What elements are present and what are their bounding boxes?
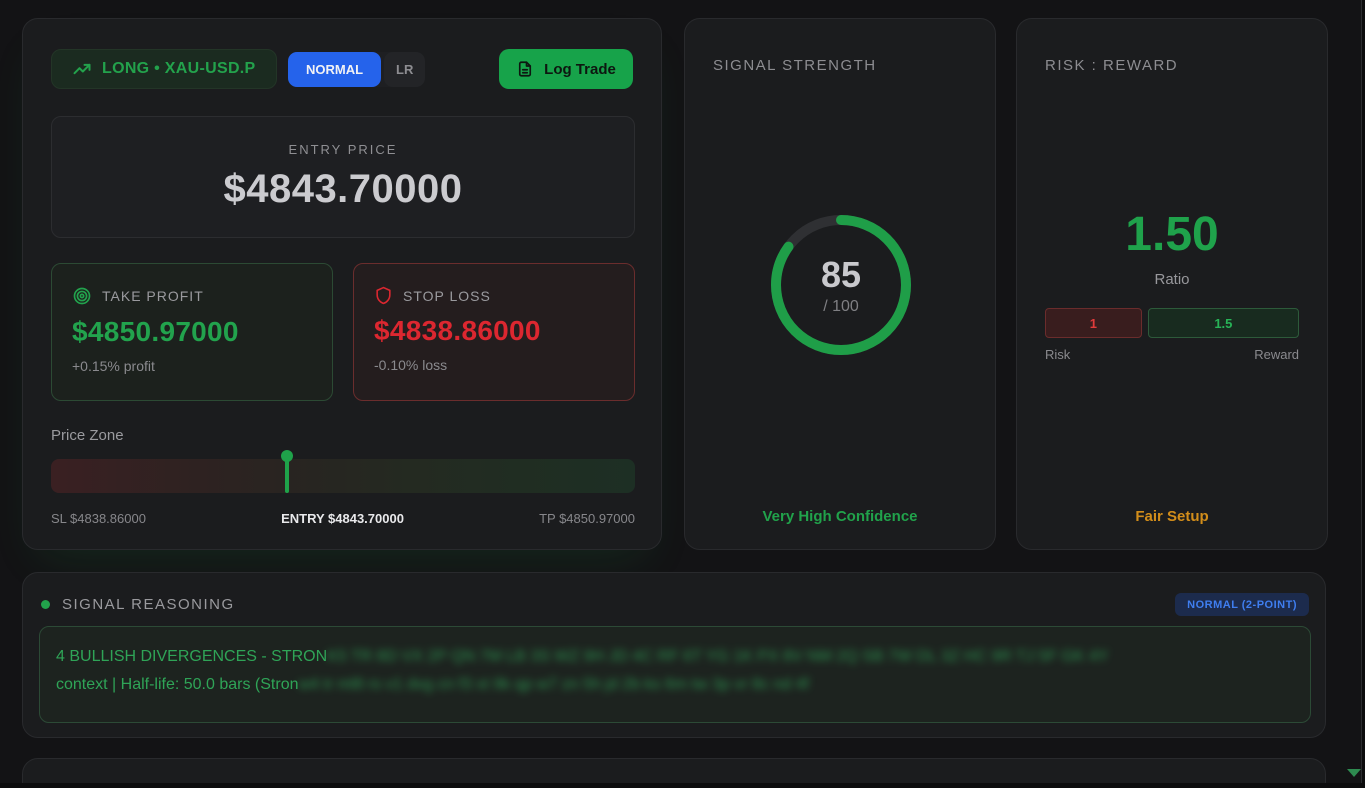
reward-bar: 1.5 [1147, 308, 1299, 338]
stop-loss-card: STOP LOSS $4838.86000 -0.10% loss [353, 263, 635, 401]
price-zone-labels: SL $4838.86000 ENTRY $4843.70000 TP $485… [51, 511, 635, 526]
signal-strength-title: SIGNAL STRENGTH [713, 57, 877, 74]
status-dot-icon [41, 600, 50, 609]
reasoning-line-2-redacted: w4 tr ml8 rs v1 dvg cn f3 xt 9k qp w7 zn… [298, 676, 809, 693]
risk-reward-title: RISK : REWARD [1045, 57, 1179, 74]
entry-price-label: ENTRY PRICE [288, 142, 398, 157]
entry-price-value: $4843.70000 [223, 167, 463, 211]
take-profit-percent: +0.15% profit [72, 358, 155, 374]
target-icon [72, 286, 92, 306]
bottom-edge-divider [0, 783, 1365, 788]
gauge-max: / 100 [823, 298, 859, 315]
gauge-arc [771, 215, 911, 355]
scroll-down-indicator[interactable] [1347, 769, 1361, 777]
confidence-label: Very High Confidence [762, 508, 918, 525]
reasoning-mode-badge: NORMAL (2-POINT) [1175, 593, 1309, 616]
direction-badge-label: LONG • XAU-USD.P [102, 60, 256, 77]
reasoning-line-1-redacted: K5 TR 8D VX 2P QN 7M LB 3S WZ 9H JD 4C R… [327, 648, 1109, 665]
risk-reward-ratio: 1.50 [1125, 208, 1219, 261]
stop-loss-percent: -0.10% loss [374, 357, 448, 373]
take-profit-label: TAKE PROFIT [102, 288, 204, 304]
signal-reasoning-title: SIGNAL REASONING [62, 596, 235, 613]
risk-reward-card: RISK : REWARD 1.50 Ratio 1 1.5 Risk Rewa… [1016, 18, 1328, 550]
signal-strength-card: SIGNAL STRENGTH 85 / 100 Very High Confi… [684, 18, 996, 550]
log-trade-button[interactable]: Log Trade [499, 49, 633, 89]
ratio-label: Ratio [1154, 271, 1190, 288]
take-profit-value: $4850.97000 [72, 316, 239, 347]
direction-badge: LONG • XAU-USD.P [51, 49, 277, 89]
signal-reasoning-card: SIGNAL REASONING NORMAL (2-POINT) 4 BULL… [22, 572, 1326, 738]
reward-label: Reward [1254, 347, 1299, 362]
file-text-icon [516, 60, 534, 78]
risk-reward-bars: 1 1.5 [1045, 308, 1299, 338]
signal-gauge: 85 / 100 [761, 205, 921, 365]
price-zone-sl: SL $4838.86000 [51, 511, 146, 526]
price-zone-tp: TP $4850.97000 [539, 511, 635, 526]
price-zone-bar [51, 450, 635, 493]
setup-quality-label: Fair Setup [1135, 508, 1209, 525]
price-zone-label: Price Zone [51, 427, 124, 444]
trending-up-icon [72, 59, 92, 79]
shield-icon [374, 286, 393, 305]
reasoning-line-1: 4 BULLISH DIVERGENCES - STRONK5 TR 8D VX… [56, 648, 1109, 665]
price-zone-marker [280, 450, 293, 493]
take-profit-card: TAKE PROFIT $4850.97000 +0.15% profit [51, 263, 333, 401]
mode-button-normal[interactable]: NORMAL [288, 52, 382, 87]
reasoning-text-box: 4 BULLISH DIVERGENCES - STRONK5 TR 8D VX… [39, 626, 1311, 723]
price-zone-entry: ENTRY $4843.70000 [281, 511, 404, 526]
gauge-score: 85 [820, 254, 862, 295]
mode-button-lr[interactable]: LR [384, 52, 426, 87]
reasoning-line-2: context | Half-life: 50.0 bars (Stronw4 … [56, 676, 809, 693]
stop-loss-value: $4838.86000 [374, 315, 541, 346]
risk-bar: 1 [1045, 308, 1142, 338]
trade-setup-card: LONG • XAU-USD.P NORMAL LR Log Trade ENT… [22, 18, 662, 550]
entry-price-box: ENTRY PRICE $4843.70000 [51, 116, 635, 238]
mode-toggle: NORMAL LR [288, 52, 426, 87]
log-trade-label: Log Trade [544, 60, 616, 78]
stop-loss-label: STOP LOSS [403, 287, 491, 304]
risk-label: Risk [1045, 347, 1071, 362]
right-edge-divider [1361, 0, 1365, 783]
